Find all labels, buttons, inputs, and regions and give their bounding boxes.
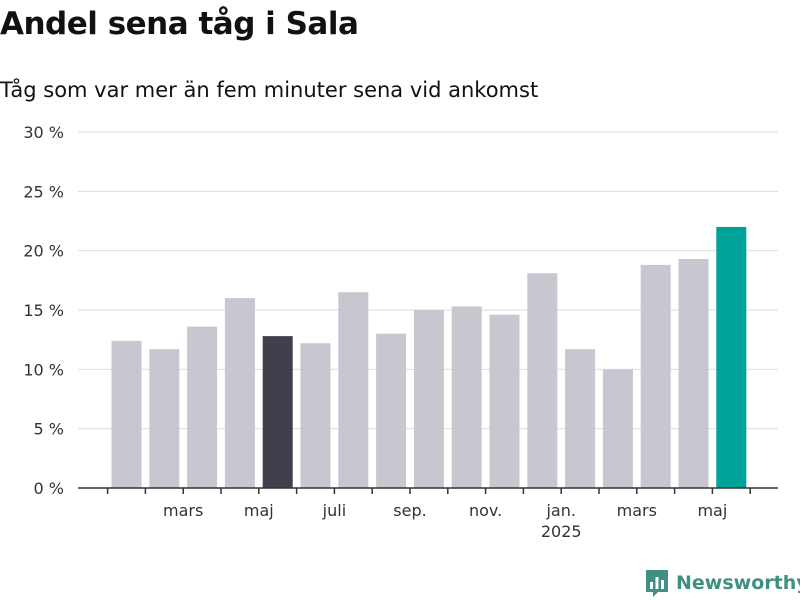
- y-tick-label: 15 %: [23, 301, 64, 320]
- x-tick-label: mars: [163, 501, 203, 520]
- y-tick-label: 0 %: [34, 479, 64, 498]
- x-tick-sublabel: 2025: [541, 522, 582, 541]
- bar: [413, 310, 444, 488]
- y-tick-label: 30 %: [23, 123, 64, 142]
- bar: [262, 336, 293, 488]
- brand-name: Newsworthy: [676, 572, 800, 594]
- bar: [451, 306, 482, 488]
- bar-chart-logo-icon: [646, 570, 668, 597]
- x-tick-label: juli: [322, 501, 346, 520]
- bar: [565, 349, 596, 488]
- bar-chart: 0 % 5 % 10 % 15 % 20 % 25 % 30 % mars maj juli sep…: [23, 123, 778, 541]
- bar: [111, 340, 142, 488]
- bar: [149, 349, 180, 488]
- brand-logo: Newsworthy: [644, 568, 800, 598]
- chart-title: Andel sena tåg i Sala: [0, 6, 359, 42]
- y-tick-label: 20 %: [23, 242, 64, 261]
- bar: [300, 343, 331, 488]
- bar: [716, 226, 747, 488]
- y-tick-label: 10 %: [23, 360, 64, 379]
- bar: [376, 333, 407, 488]
- x-tick-label: nov.: [469, 501, 502, 520]
- bar: [224, 298, 255, 488]
- x-tick-label: maj: [697, 501, 727, 520]
- x-tick-label: mars: [617, 501, 657, 520]
- x-tick-label: sep.: [393, 501, 426, 520]
- x-tick-label: jan.: [545, 501, 575, 520]
- bar: [338, 292, 369, 488]
- y-tick-label: 25 %: [23, 182, 64, 201]
- chart-subtitle: Tåg som var mer än fem minuter sena vid …: [0, 78, 539, 102]
- bar: [489, 314, 520, 488]
- bar: [602, 369, 633, 488]
- bar: [187, 326, 218, 488]
- bar: [678, 258, 709, 488]
- y-tick-label: 5 %: [34, 420, 64, 439]
- bar: [527, 273, 558, 488]
- bar: [640, 264, 671, 488]
- x-tick-label: maj: [244, 501, 274, 520]
